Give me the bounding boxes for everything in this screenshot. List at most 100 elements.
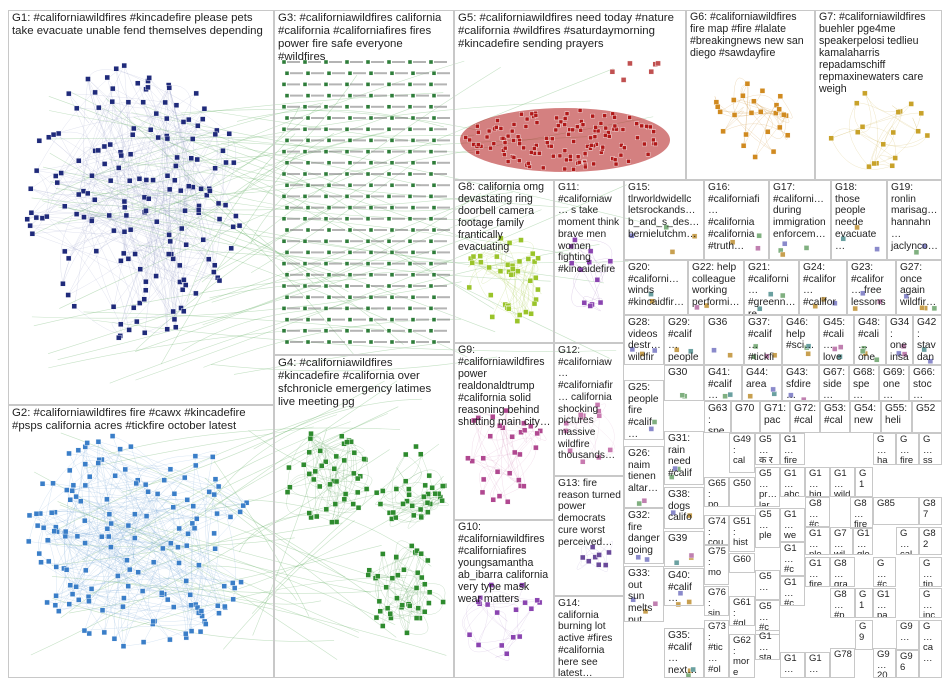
vertex (389, 317, 395, 322)
vertex (365, 194, 371, 199)
group-cell-g82: G82 (919, 527, 942, 555)
vertex (139, 588, 146, 594)
vertex (429, 485, 435, 491)
edge (85, 485, 180, 564)
vertex (390, 509, 396, 516)
edge (96, 441, 129, 587)
group-label: G1… #c… (784, 577, 797, 606)
vertex (781, 112, 787, 118)
edge (186, 479, 216, 638)
vertex (402, 478, 409, 484)
vertex (350, 501, 356, 507)
group-cell-g76: G76: sin… (704, 586, 729, 616)
vertex (305, 339, 311, 345)
vertex (577, 108, 583, 113)
vertex (36, 550, 42, 557)
vertex (281, 82, 287, 87)
vertex (69, 488, 75, 494)
edge (84, 623, 206, 631)
group-cell-g5x3: G5… ple… pray (755, 508, 780, 548)
edge (130, 153, 210, 189)
vertex (171, 604, 177, 610)
edge (113, 162, 227, 307)
group-cell-gx7: G… inc… (919, 588, 942, 618)
vertex (140, 639, 147, 645)
vertex (108, 544, 114, 550)
group-cell-g5x4: G5… (755, 570, 780, 600)
edge (130, 446, 192, 632)
edge (80, 501, 171, 640)
vertex (344, 238, 350, 244)
group-label: G61: #gl… #c… (733, 597, 751, 626)
edge (137, 480, 192, 632)
edge (91, 87, 170, 222)
vertex (773, 110, 779, 116)
group-label: G8… #c… (809, 498, 822, 527)
edge (166, 150, 224, 330)
edge (64, 206, 181, 283)
vertex (174, 154, 180, 161)
vertex (26, 512, 33, 519)
edge (60, 380, 398, 619)
vertex (635, 135, 640, 141)
vertex (428, 149, 434, 154)
vertex (620, 77, 627, 83)
edge (79, 207, 551, 282)
group-cell-g45: G45: #cali… love… (819, 315, 854, 365)
vertex (544, 140, 550, 145)
group-cell-g1x4: G1… wild… (830, 467, 855, 497)
edge (94, 199, 220, 281)
vertex (284, 93, 290, 98)
vertex (53, 593, 59, 599)
edge (56, 531, 86, 548)
edge (54, 509, 78, 537)
vertex (478, 259, 484, 265)
edge (30, 188, 170, 200)
group-label: G… ha… (877, 434, 888, 465)
vertex (655, 60, 661, 67)
edge (101, 454, 165, 481)
edge (30, 188, 171, 242)
edge (253, 398, 423, 450)
edge (118, 215, 237, 338)
group-label: G1… we… (784, 509, 797, 542)
group-label: G73: #tic… #ol… (708, 621, 726, 677)
group-label: G7: #californiawildfires buehler pge4me … (819, 11, 929, 95)
edge (236, 109, 444, 128)
vertex (855, 129, 861, 135)
group-label: G36 (708, 317, 728, 328)
vertex (204, 192, 210, 198)
edge (110, 87, 149, 181)
edge (39, 553, 155, 622)
group-cell-g16: G16: #californiafi… #california #califor… (704, 180, 769, 260)
edge (749, 99, 761, 113)
edge (87, 78, 119, 169)
edge (68, 93, 177, 328)
vertex (65, 255, 72, 262)
vertex (564, 111, 570, 116)
vertex (118, 321, 124, 328)
vertex (603, 125, 609, 131)
vertex (644, 123, 649, 129)
edge (500, 238, 527, 313)
vertex (428, 82, 434, 87)
edge (78, 446, 91, 600)
vertex (179, 287, 186, 293)
vertex (178, 187, 184, 194)
vertex (389, 205, 395, 210)
vertex (505, 133, 511, 139)
edge (87, 78, 157, 277)
edge (57, 501, 359, 633)
group-label: G1… pe… (784, 653, 797, 677)
vertex (422, 482, 428, 489)
vertex (410, 182, 416, 188)
group-label: G22: help colleague working performi… (692, 262, 740, 309)
vertex (186, 183, 192, 189)
vertex (54, 179, 61, 186)
vertex (326, 93, 332, 98)
vertex (171, 316, 178, 323)
vertex (431, 138, 437, 143)
vertex (386, 283, 392, 289)
vertex (365, 59, 371, 65)
vertex (281, 283, 287, 289)
